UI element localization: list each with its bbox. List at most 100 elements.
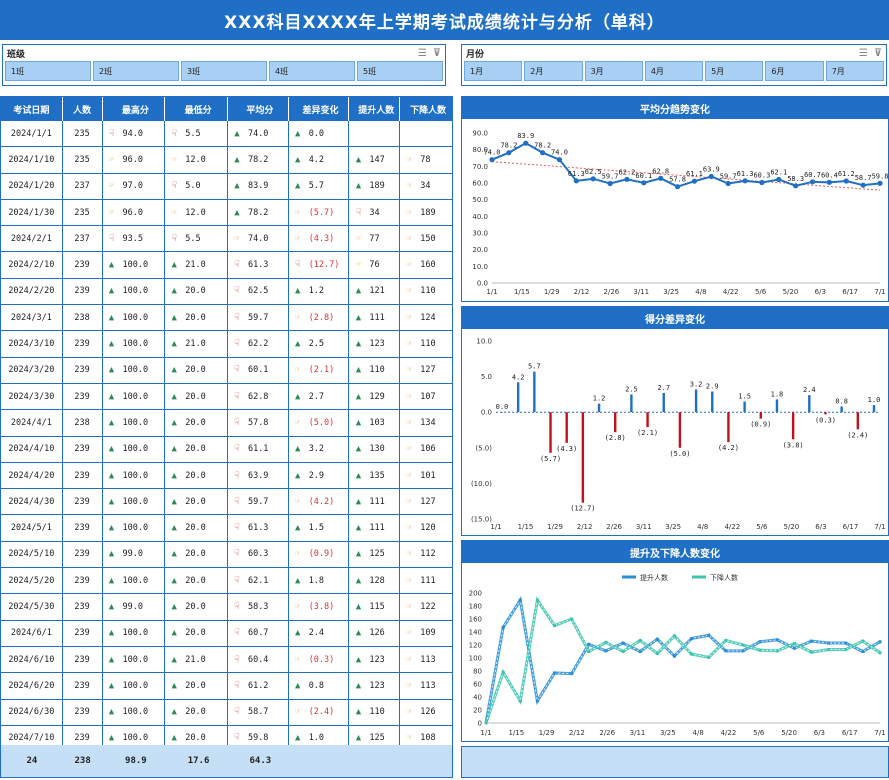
month-option[interactable]: 2月 [524, 61, 583, 81]
x-tick-label: 1/15 [518, 523, 534, 531]
hand-right-icon: ☞ [355, 260, 362, 271]
shirt-up-icon: ▲ [355, 286, 362, 297]
min-cell-value: 20.0 [185, 312, 206, 323]
month-option[interactable]: 5月 [705, 61, 764, 81]
diff-bar [597, 403, 601, 413]
hand-right-icon: ☞ [406, 680, 412, 691]
down-cell-value: 126 [420, 707, 436, 718]
hand-right-icon: ☞ [406, 707, 412, 718]
down-cell: ☞ 111 [400, 568, 452, 593]
max-cell-value: 100.0 [122, 575, 149, 586]
y-tick-label: 120 [469, 642, 482, 650]
diff-bar [565, 412, 568, 443]
down-count-point [844, 648, 848, 652]
diff-cell: ☞ (2.1) [289, 357, 350, 383]
x-tick-label: 6/17 [842, 288, 858, 296]
avg-cell-value: 61.3 [247, 523, 269, 534]
col-header[interactable]: 下降人数 [410, 105, 447, 116]
diff-bar [646, 412, 649, 428]
multi-select-icon[interactable]: ☰ [858, 47, 868, 59]
table-body: 2024/1/1 235 ☟ 94.0 ☟ 5.5 ▲ 74.0 ▲ 0.0 2024/1/10 23… [1, 121, 452, 753]
diff-cell: ▲ 5.7 [289, 173, 350, 199]
month-option[interactable]: 1月 [464, 61, 523, 81]
month-option[interactable]: 6月 [765, 61, 824, 81]
shirt-up-icon: ▲ [108, 339, 115, 350]
down-count-point [827, 648, 831, 652]
y-tick-label: 50.0 [472, 196, 488, 204]
diff-cell: ☞ (2.4) [289, 699, 350, 725]
table-row: 2024/2/10 239 ▲ 100.0 ▲ 21.0 ☟ 61.3 ☟ (12.7) ☞ 76 ☞ 1… [1, 252, 452, 279]
diff-bar [759, 412, 762, 419]
class-option[interactable]: 1班 [5, 61, 91, 81]
col-header[interactable]: 最低分 [165, 97, 228, 121]
month-option[interactable]: 7月 [825, 61, 884, 81]
date-cell: 2024/5/1 [1, 515, 63, 541]
table-row: 2024/2/20 239 ▲ 100.0 ▲ 20.0 ☟ 62.5 ▲ 1.2 ▲ 121 ☞ 110 [1, 278, 452, 306]
up-cell-value: 189 [369, 181, 385, 192]
shirt-up-icon: ▲ [294, 128, 301, 139]
x-tick-label: 5/20 [784, 523, 800, 531]
hand-down-icon: ☟ [234, 286, 240, 297]
class-option[interactable]: 3班 [181, 61, 267, 81]
month-option[interactable]: 4月 [644, 61, 704, 81]
min-cell: ▲ 20.0 [165, 383, 228, 410]
up-cell: ☞ 76 [349, 252, 401, 278]
avg-cell-value: 59.7 [247, 496, 269, 507]
up-cell: ▲ 123 [349, 331, 401, 357]
hand-right-icon: ☞ [108, 154, 115, 165]
col-header[interactable]: 提升人数 [349, 97, 401, 121]
up-count-line [484, 596, 881, 724]
footer-cell: 17.6 [187, 756, 210, 766]
hand-down-icon: ☟ [234, 707, 240, 718]
diff-cell-value: (2.8) [308, 312, 335, 323]
avg-cell-value: 62.1 [247, 575, 269, 586]
hand-right-icon: ☞ [294, 707, 301, 718]
hand-down-icon: ☟ [234, 575, 240, 586]
shirt-up-icon: ▲ [171, 575, 177, 586]
down-cell [400, 121, 452, 146]
col-header[interactable]: 考试日期 [1, 97, 63, 121]
table-row: 2024/5/1 239 ▲ 100.0 ▲ 20.0 ☟ 61.3 ▲ 1.5 ▲ 111 ☞ 120 [1, 515, 452, 542]
shirt-up-icon: ▲ [294, 575, 301, 586]
down-cell-value: 113 [420, 680, 436, 691]
clear-filter-icon[interactable]: ⊽ [873, 47, 882, 59]
diff-title: 得分差异变化 [462, 307, 888, 329]
count-cell: 239 [63, 541, 103, 568]
y-tick-label: (10.0) [471, 480, 492, 488]
hand-right-icon: ☞ [406, 207, 412, 218]
col-header[interactable]: 差异变化 [289, 97, 350, 121]
x-tick-label: 6/3 [815, 288, 826, 296]
up-cell: ▲ 135 [349, 462, 401, 489]
col-header[interactable]: 最高分 [103, 97, 166, 121]
table-footer: 24 238 98.9 17.6 64.3 [1, 745, 452, 777]
month-option[interactable]: 3月 [584, 61, 643, 81]
up-cell: ▲ 103 [349, 410, 401, 436]
class-option[interactable]: 2班 [93, 61, 179, 81]
col-header[interactable]: 人数 [63, 97, 103, 121]
diff-cell: ☞ (2.8) [289, 305, 350, 331]
class-option[interactable]: 4班 [269, 61, 355, 81]
avg-point [776, 176, 782, 183]
min-cell-value: 20.0 [185, 286, 206, 297]
x-tick-label: 3/25 [665, 523, 681, 531]
down-count-point [690, 652, 694, 656]
multi-select-icon[interactable]: ☰ [417, 47, 427, 59]
date-cell: 2024/6/20 [1, 673, 63, 699]
col-header[interactable]: 平均分 [228, 97, 289, 121]
diff-cell: ☞ (0.9) [289, 541, 350, 568]
class-option[interactable]: 5班 [357, 61, 443, 81]
avg-cell-value: 63.9 [247, 470, 269, 481]
hand-right-icon: ☞ [406, 575, 412, 586]
max-cell-value: 100.0 [122, 654, 149, 665]
y-tick-label: 10.0 [476, 338, 492, 346]
clear-filter-icon[interactable]: ⊽ [432, 47, 441, 59]
date-cell: 2024/3/1 [1, 305, 63, 331]
avg-point [523, 140, 529, 146]
avg-cell: ☟ 57.8 [228, 410, 289, 436]
hand-down-icon: ☟ [171, 128, 177, 139]
min-cell: ▲ 20.0 [165, 725, 228, 752]
avg-data-label: 74.0 [484, 149, 501, 157]
x-tick-label: 4/22 [723, 288, 739, 296]
y-tick-label: 0 [478, 720, 482, 728]
diff-data-label: (5.0) [669, 450, 690, 458]
